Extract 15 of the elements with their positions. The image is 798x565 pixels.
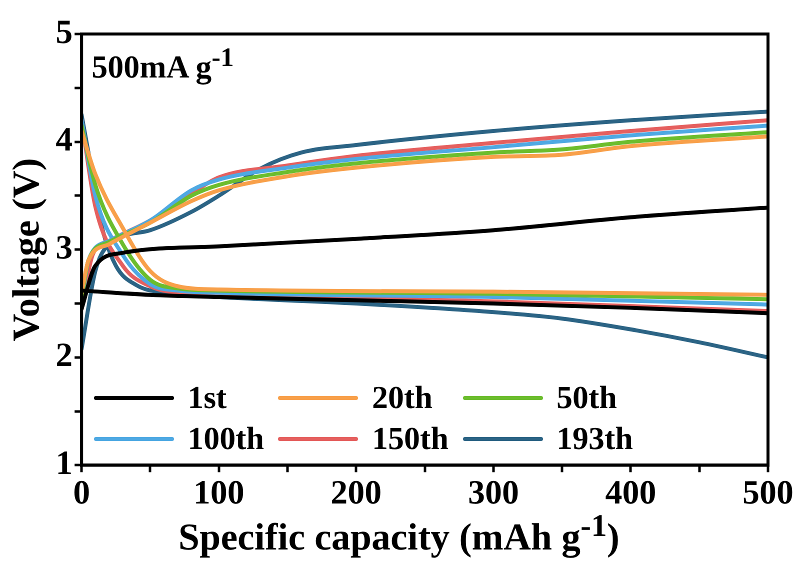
legend-label: 100th	[188, 420, 264, 458]
legend-label: 50th	[556, 379, 617, 416]
legend-label: 20th	[372, 379, 432, 416]
legend-label: 150th	[372, 420, 448, 458]
y-tick-label: 1	[56, 444, 73, 482]
y-tick-label: 5	[56, 14, 73, 51]
y-tick-label: 3	[56, 229, 73, 266]
y-tick-label: 2	[56, 337, 73, 374]
x-tick-label: 0	[73, 474, 90, 512]
annotation: 500mA g$^{-1}$	[92, 42, 234, 86]
y-axis-title: Voltage (V)	[6, 158, 48, 342]
y-tick-label: 4	[56, 122, 73, 159]
x-tick-label: 500	[742, 474, 794, 512]
legend-label: 193th	[556, 420, 633, 458]
legend-label: 1st	[188, 379, 227, 416]
